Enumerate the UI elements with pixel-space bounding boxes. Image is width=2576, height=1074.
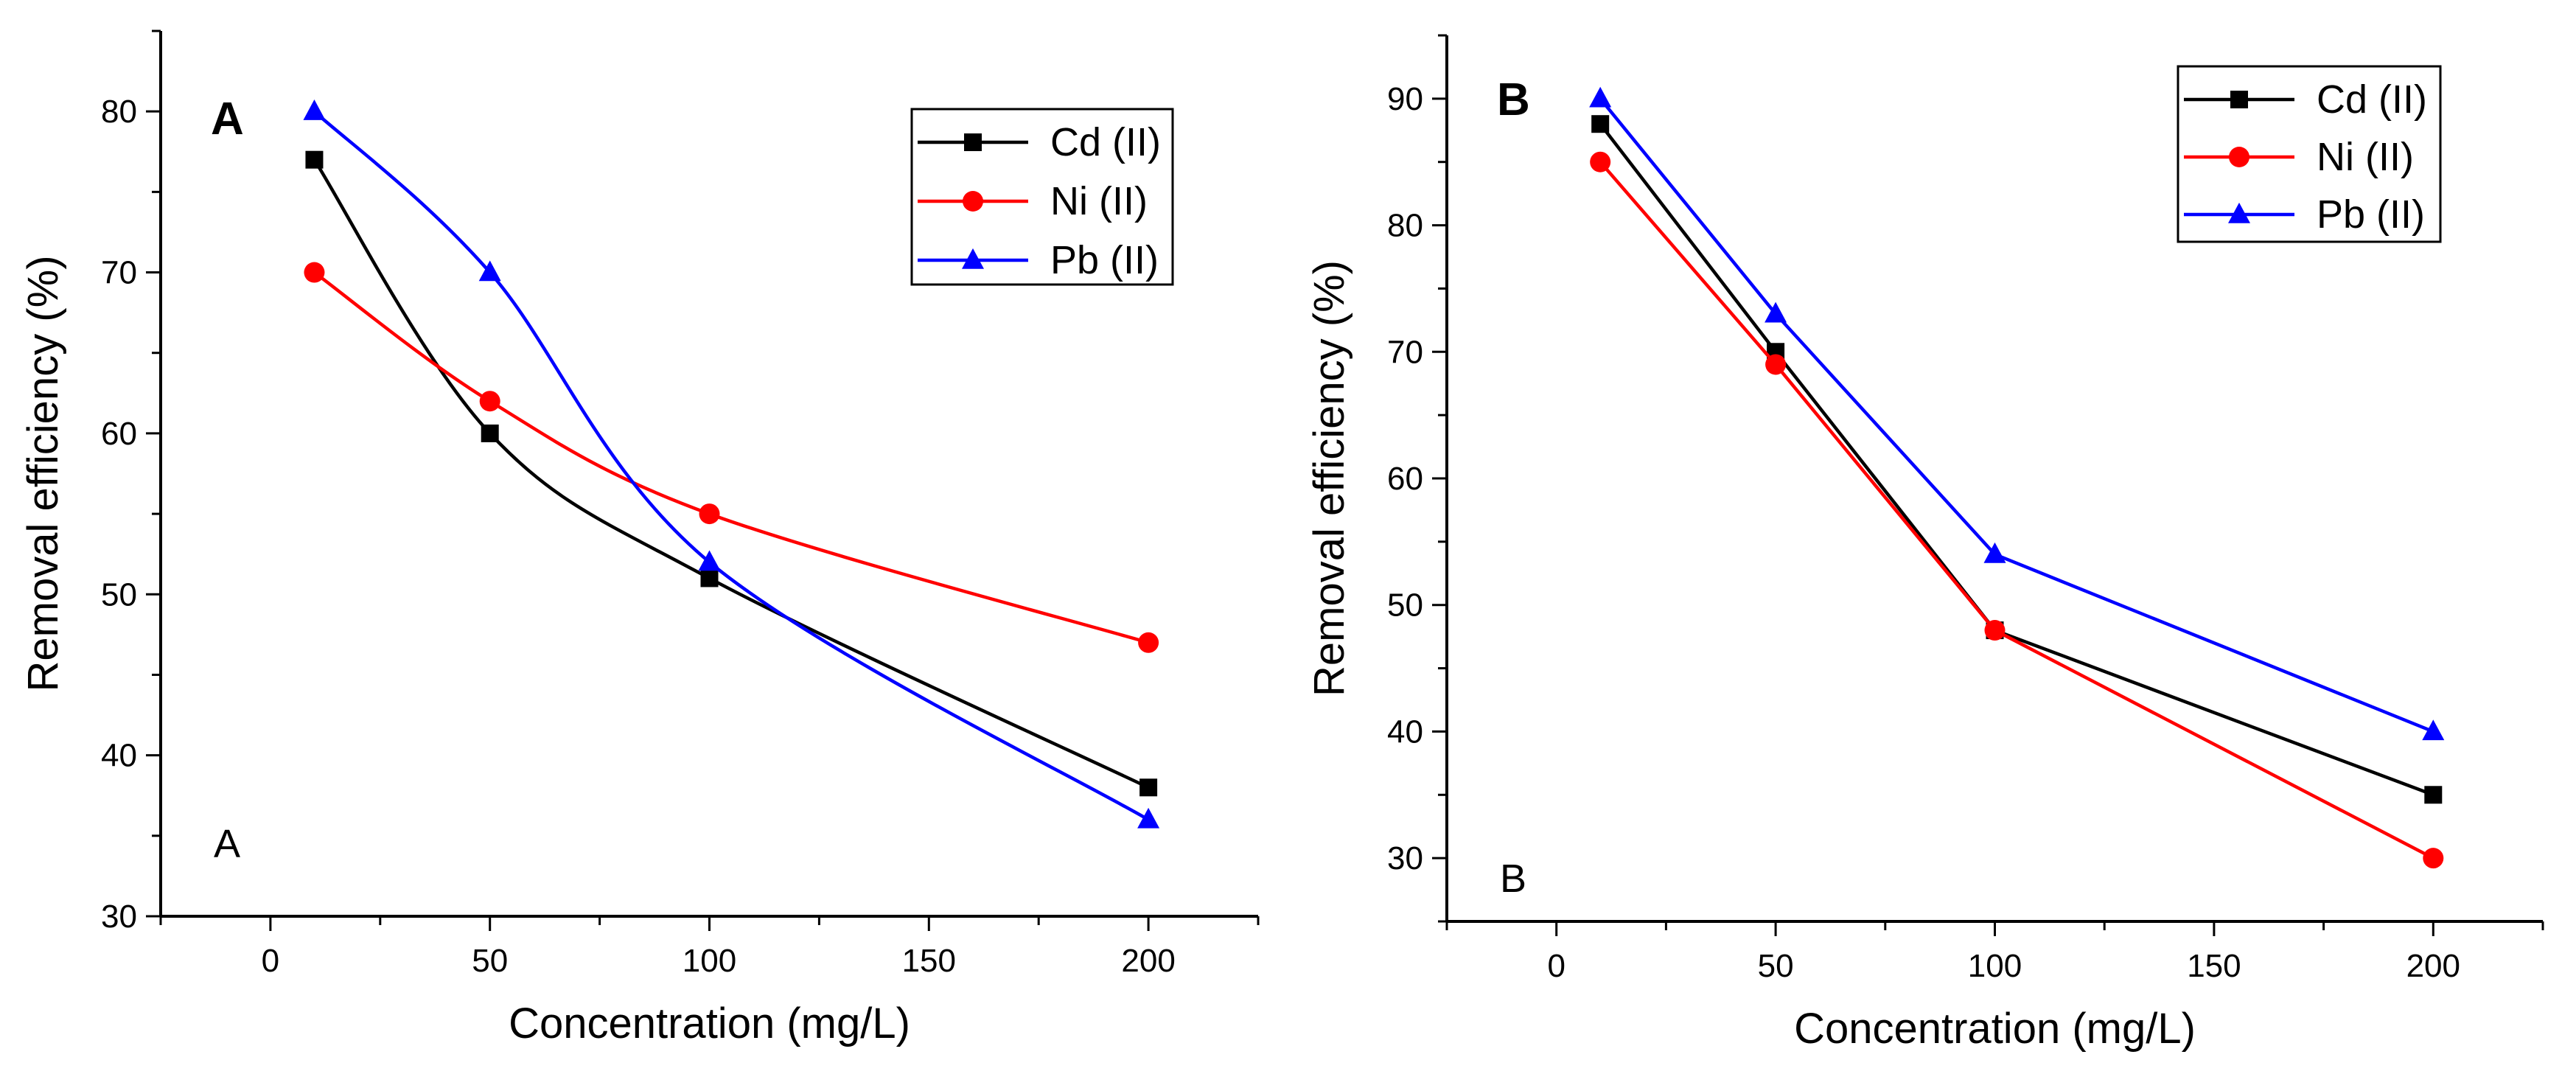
y-tick-label: 60 [101, 416, 137, 452]
y-tick-label: 50 [1387, 587, 1423, 624]
legend-box [2177, 65, 2442, 243]
legend-label: Ni (II) [1050, 179, 1148, 223]
x-tick-label: 150 [2187, 948, 2241, 984]
panel-label: B [1497, 74, 1530, 125]
data-point [1984, 620, 2006, 641]
y-tick-label: 70 [101, 255, 137, 291]
data-point [1139, 778, 1158, 797]
x-tick-label: 50 [472, 943, 508, 979]
x-tick-label: 0 [262, 943, 279, 979]
x-tick-label: 50 [1758, 948, 1794, 984]
data-point [1138, 632, 1159, 653]
y-tick-label: 80 [101, 94, 137, 130]
y-tick-label: 60 [1387, 461, 1423, 497]
series-line [313, 271, 1149, 644]
data-point [1591, 115, 1610, 133]
series-line [1599, 97, 2434, 733]
data-point [478, 260, 501, 282]
data-point [698, 550, 721, 571]
y-tick-label: 80 [1387, 208, 1423, 244]
x-tick-label: 0 [1547, 948, 1565, 984]
y-tick-label: 40 [1387, 714, 1423, 750]
panel-label: A [211, 94, 244, 144]
legend-marker [962, 248, 984, 269]
legend-marker [963, 191, 983, 212]
data-point [479, 391, 500, 412]
data-point [699, 503, 720, 525]
data-point [700, 569, 719, 587]
legend-box [910, 108, 1174, 286]
x-tick-label: 100 [1968, 948, 2022, 984]
data-point [1765, 354, 1787, 375]
y-tick-label: 30 [101, 899, 137, 935]
legend-label: Pb (II) [1050, 238, 1159, 282]
data-point [1765, 301, 1787, 323]
data-point [1137, 807, 1160, 829]
x-tick-label: 200 [1121, 943, 1175, 979]
x-tick-label: 200 [2406, 948, 2460, 984]
y-tick-label: 90 [1387, 81, 1423, 117]
series-line [313, 158, 1150, 789]
legend-label: Cd (II) [1050, 120, 1161, 164]
y-tick-label: 40 [101, 738, 137, 774]
y-tick-label: 70 [1387, 334, 1423, 370]
x-tick-label: 150 [902, 943, 956, 979]
chart-panel-a: 0 50 100 150 200 30 40 50 60 70 80 Concentration (m… [19, 29, 1260, 1047]
legend-marker [2228, 202, 2250, 223]
y-axis-title: Removal efficiency (%) [1305, 260, 1353, 697]
x-tick-label: 100 [683, 943, 736, 979]
y-tick-label: 50 [101, 576, 137, 613]
series-line [313, 110, 1150, 821]
series-line [1599, 161, 2434, 860]
legend-label: Ni (II) [2317, 135, 2414, 179]
legend-marker [2229, 147, 2249, 167]
data-point [1590, 151, 1611, 172]
legend-marker [964, 133, 982, 151]
data-point [2422, 719, 2445, 741]
legend-marker [2230, 91, 2248, 108]
data-point [303, 100, 326, 120]
data-point [305, 150, 324, 169]
data-point [304, 262, 325, 283]
y-axis-title: Removal efficiency (%) [19, 255, 67, 691]
legend-label: Cd (II) [2317, 77, 2427, 122]
y-tick-label: 30 [1387, 840, 1423, 876]
data-point [2423, 848, 2444, 869]
series-line [1599, 122, 2434, 797]
corner-label: B [1500, 857, 1526, 901]
data-point [481, 424, 499, 442]
legend-label: Pb (II) [2317, 192, 2425, 237]
data-point [1589, 86, 1612, 108]
data-point [2424, 786, 2443, 804]
data-point [1983, 542, 2006, 563]
chart-panel-b: 0 50 100 150 200 30 40 50 60 70 80 90 Concentration … [1305, 34, 2544, 1053]
x-axis-title: Concentration (mg/L) [1794, 1005, 2196, 1053]
corner-label: A [214, 822, 240, 866]
x-axis-title: Concentration (mg/L) [509, 1000, 910, 1047]
